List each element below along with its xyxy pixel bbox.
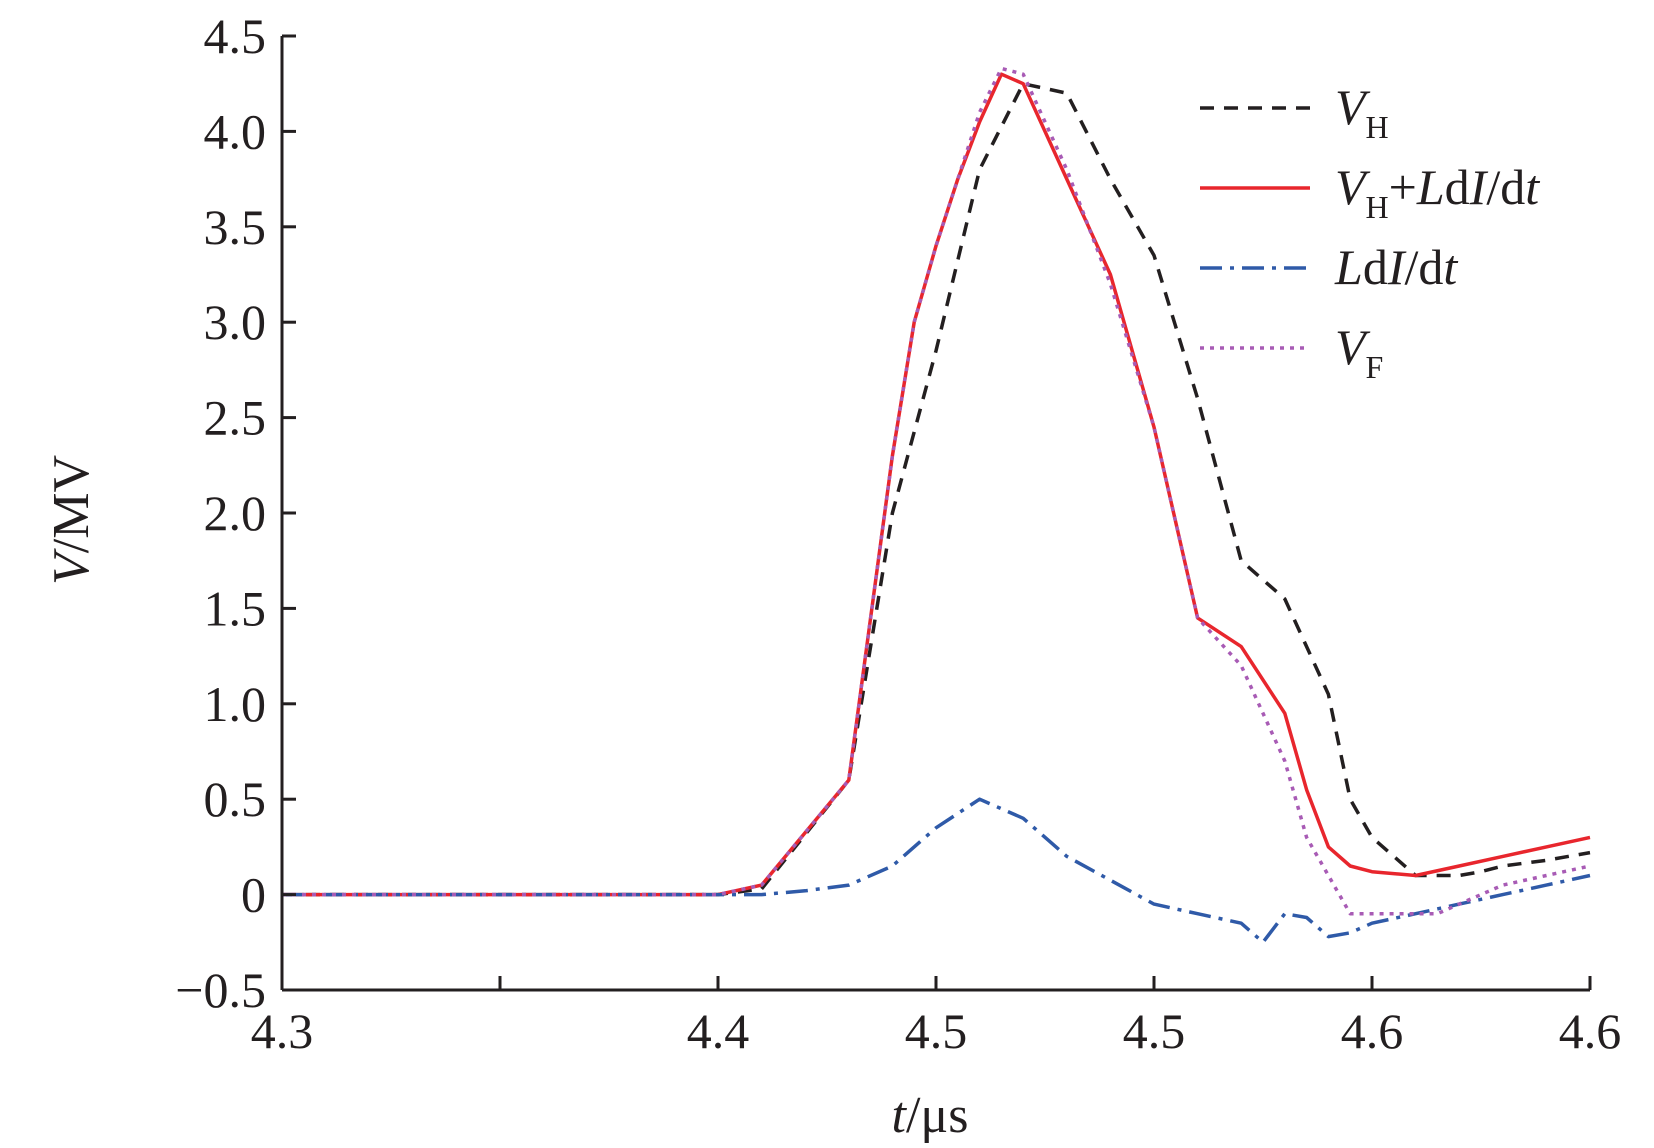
y-tick-label: 2.5 [204, 390, 267, 446]
y-tick-label: 1.5 [204, 580, 267, 636]
y-tick-label: 4.0 [204, 103, 267, 159]
y-tick-label: 0 [241, 867, 266, 923]
legend-label-LdIdt: LdI/dt [1334, 239, 1458, 295]
x-tick-label: 4.5 [1123, 1003, 1186, 1059]
y-tick-label: 3.5 [204, 199, 267, 255]
y-tick-label: 4.5 [204, 8, 267, 64]
y-tick-label: 2.0 [204, 485, 267, 541]
series-line-VF [282, 66, 1591, 916]
series-line-VH_LdIdt [282, 72, 1591, 897]
x-tick-label: 4.5 [905, 1003, 968, 1059]
legend-label-VH: VH [1335, 79, 1389, 145]
y-tick-label: −0.5 [175, 962, 266, 1018]
y-axis-title: V/MV [43, 455, 100, 585]
y-tick-label: 1.0 [204, 676, 267, 732]
x-tick-label: 4.6 [1341, 1003, 1404, 1059]
series-line-VH [282, 81, 1591, 897]
series-line-LdIdt [282, 797, 1591, 945]
x-axis-title: t/μs [891, 1087, 968, 1144]
legend-label-VH_LdIdt: VH+LdI/dt [1335, 159, 1540, 225]
x-tick-label: 4.6 [1559, 1003, 1622, 1059]
y-tick-label: 0.5 [204, 771, 267, 827]
x-tick-label: 4.4 [687, 1003, 750, 1059]
legend: VH VH+LdI/dt LdI/dt VF [1200, 79, 1540, 385]
x-tick-label: 4.3 [251, 1003, 314, 1059]
plot-lines [282, 66, 1591, 945]
y-tick-label: 3.0 [204, 294, 267, 350]
axes: −0.5 0 0.5 1.0 1.5 2.0 2.5 3.0 3.5 4.0 4.5 4.3 4.4 4.… [175, 8, 1621, 1059]
legend-label-VF: VF [1335, 319, 1383, 385]
